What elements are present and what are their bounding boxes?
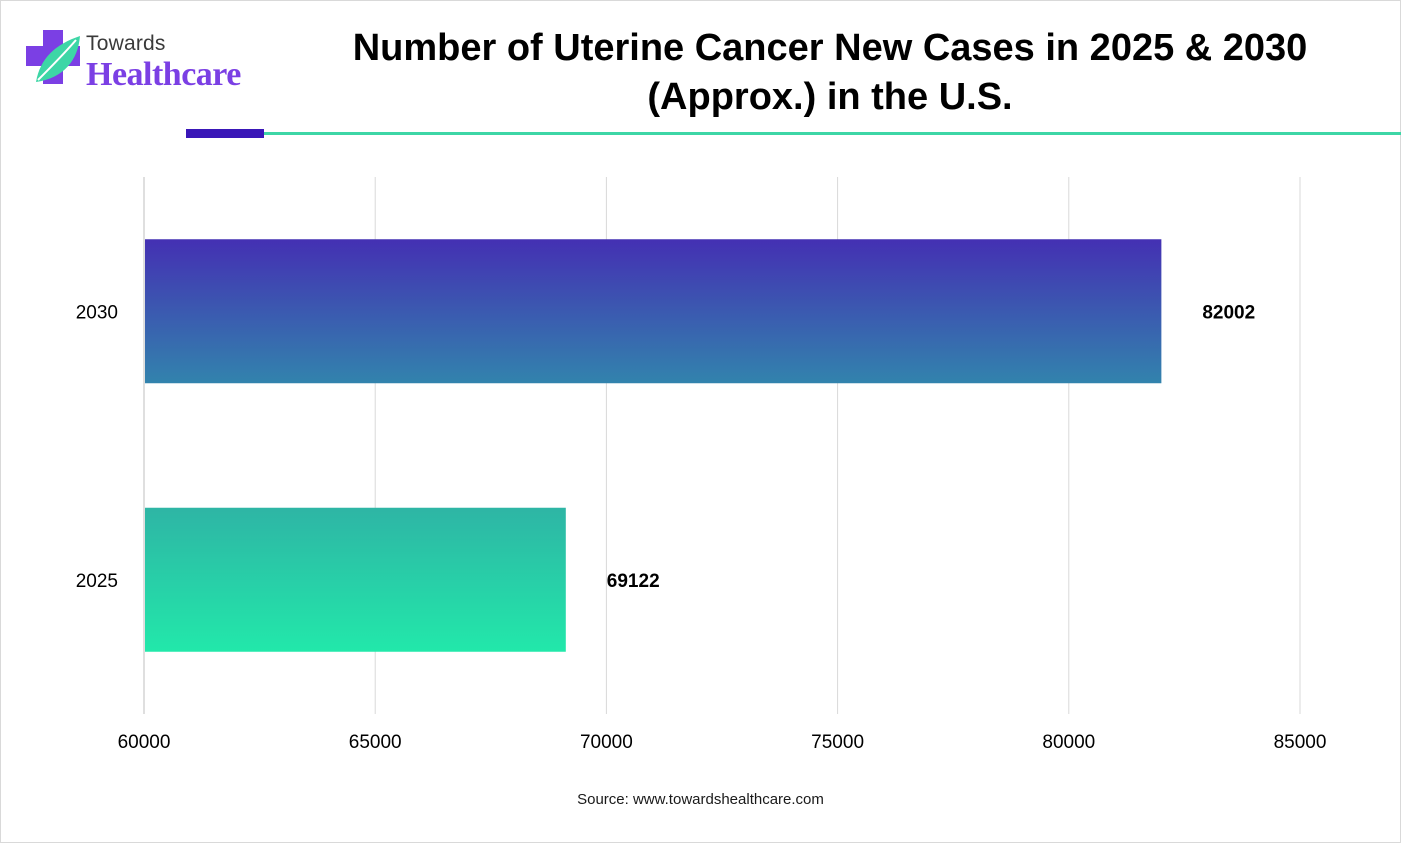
data-label-2030: 82002 (1202, 302, 1255, 323)
brand-logo: Towards Healthcare (26, 30, 266, 100)
x-tick-label: 60000 (118, 732, 171, 753)
x-tick-label: 70000 (580, 732, 633, 753)
chart-title: Number of Uterine Cancer New Cases in 20… (300, 24, 1360, 122)
y-category-label: 2030 (76, 302, 118, 323)
bar-2025 (145, 507, 566, 652)
y-category-label: 2025 (76, 571, 118, 592)
x-tick-label: 85000 (1274, 732, 1327, 753)
x-tick-label: 65000 (349, 732, 402, 753)
x-tick-label: 80000 (1042, 732, 1095, 753)
logo-text-towards: Towards (86, 32, 166, 55)
data-label-2025: 69122 (607, 571, 660, 592)
cross-leaf-icon (26, 30, 80, 84)
logo-text-healthcare: Healthcare (86, 56, 241, 93)
source-note: Source: www.towardshealthcare.com (577, 791, 824, 808)
x-tick-label: 75000 (811, 732, 864, 753)
labels: 60000 65000 70000 75000 80000 85000 2030 82002 2… (76, 302, 1327, 753)
bars (145, 239, 1162, 652)
bar-2030 (145, 239, 1162, 384)
chart-title-line-2: (Approx.) in the U.S. (647, 76, 1013, 118)
title-underline (186, 132, 1401, 135)
chart-title-line-1: Number of Uterine Cancer New Cases in 20… (352, 27, 1308, 69)
title-underline-accent (186, 129, 264, 138)
